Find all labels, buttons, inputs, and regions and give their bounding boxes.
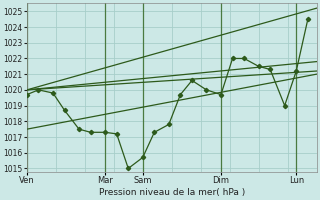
X-axis label: Pression niveau de la mer( hPa ): Pression niveau de la mer( hPa ) — [99, 188, 245, 197]
